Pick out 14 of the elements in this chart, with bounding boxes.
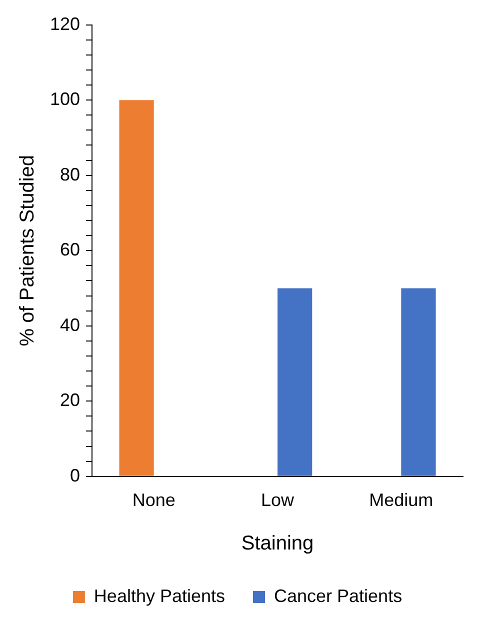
y-tick-label: 100: [50, 89, 80, 110]
y-tick-label: 0: [70, 465, 80, 486]
y-tick-label: 20: [60, 390, 80, 410]
x-tick-label: Low: [261, 490, 296, 510]
x-tick-label: None: [132, 490, 176, 510]
y-tick-label: 120: [50, 14, 80, 34]
y-tick-label: 60: [60, 240, 80, 260]
legend-label: Cancer Patients: [274, 586, 402, 606]
x-tick-label: Medium: [369, 490, 434, 510]
y-tick-label: 40: [60, 314, 80, 335]
legend-label: Healthy Patients: [94, 586, 226, 606]
y-axis-title: % of Patients Studied: [16, 154, 39, 346]
x-axis-title: Staining: [241, 532, 314, 555]
y-tick-label: 80: [60, 164, 80, 184]
